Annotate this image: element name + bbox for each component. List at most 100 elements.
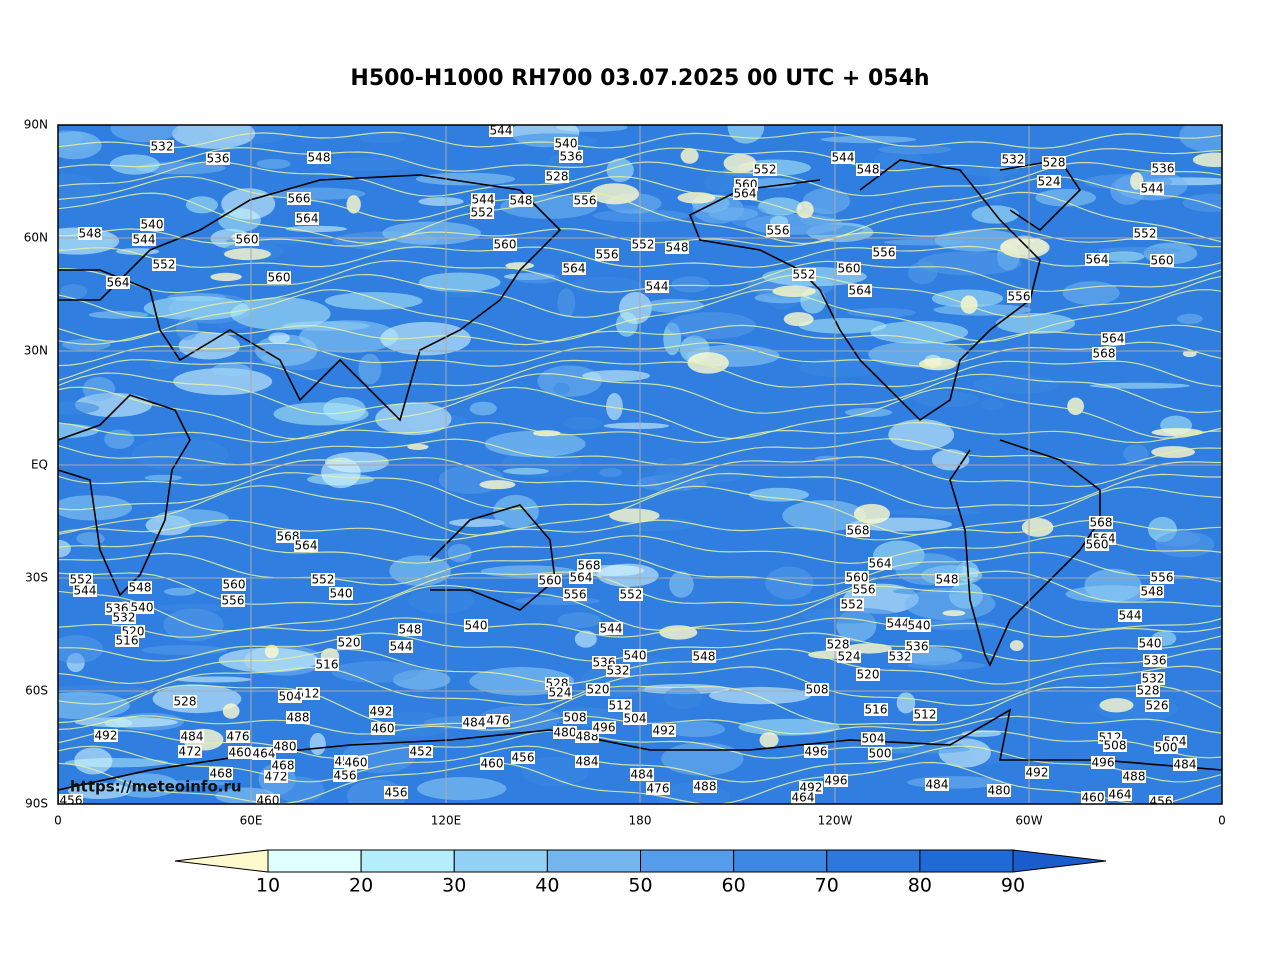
contour-label: 520 [857, 668, 880, 682]
contour-label: 528 [1043, 156, 1066, 170]
contour-label-box [623, 712, 647, 725]
contour-label-box [94, 729, 118, 742]
dry-patch [479, 480, 516, 490]
contour-label: 564 [570, 571, 593, 585]
contour-label-box [1145, 699, 1169, 712]
humidity-patch [324, 292, 423, 310]
contour-label-box [826, 638, 850, 651]
humidity-patch [663, 686, 703, 710]
humidity-patch [74, 717, 178, 728]
contour-label-box [252, 747, 276, 760]
contour-label: 540 [908, 619, 931, 633]
colorbar-tick-label: 40 [535, 875, 559, 897]
humidity-patch [58, 131, 102, 160]
contour-label-box [799, 781, 823, 794]
contour-label-box [286, 711, 310, 724]
contour-label-box [545, 170, 569, 183]
contour-label: 460 [372, 722, 395, 736]
humidity-patch [592, 209, 689, 223]
dry-patch [222, 703, 240, 719]
contour-label: 496 [825, 774, 848, 788]
contour-label-box [150, 140, 174, 153]
contour-label-box [344, 756, 368, 769]
contour-label-box [1150, 254, 1174, 267]
contour-label: 464 [792, 791, 815, 805]
humidity-patch [749, 487, 809, 502]
coastline [58, 174, 562, 422]
contour-label: 540 [1139, 637, 1162, 651]
contour-label: 476 [487, 714, 510, 728]
contour-label-box [886, 617, 910, 630]
humidity-patch [995, 312, 1076, 334]
dry-patch [1021, 518, 1054, 537]
contour-label-box [409, 745, 433, 758]
contour-label: 484 [1174, 758, 1197, 772]
contour-label-box [78, 227, 102, 240]
humidity-patch [798, 318, 887, 334]
contour-label-box [337, 636, 361, 649]
contour-label: 552 [471, 206, 494, 220]
humidity-patch [141, 645, 228, 655]
contour-label-box [935, 573, 959, 586]
contour-label-box [907, 619, 931, 632]
humidity-patch [907, 661, 986, 670]
colorbar-extend-low [174, 849, 269, 873]
contour-label: 488 [694, 780, 717, 794]
map-frame [57, 124, 1223, 805]
colorbar-tick-label: 50 [628, 875, 652, 897]
humidity-patch [749, 177, 798, 189]
contour-label: 512 [609, 699, 632, 713]
contour-label: 524 [838, 650, 861, 664]
contour-label: 512 [914, 708, 937, 722]
dry-patch [783, 312, 814, 327]
contour-label: 544 [390, 640, 413, 654]
contour-label: 456 [512, 751, 535, 765]
contour-label: 560 [846, 571, 869, 585]
contour-label: 492 [370, 705, 393, 719]
humidity-patch [708, 207, 759, 221]
coastline [429, 504, 556, 611]
dry-patch [942, 610, 966, 617]
contour-label-box [59, 794, 83, 804]
contour-label-box [1089, 516, 1113, 529]
contour-label: 496 [1092, 756, 1115, 770]
colorbar-segment [546, 849, 641, 873]
contour-label-box [569, 571, 593, 584]
contour-label-box [228, 746, 252, 759]
contour-label: 528 [174, 695, 197, 709]
contour-label-box [132, 233, 156, 246]
humidity-patch [154, 509, 229, 528]
contour-label-box [112, 611, 136, 624]
contour-label: 480 [554, 726, 577, 740]
contour-label: 548 [666, 241, 689, 255]
contour-label: 452 [410, 745, 433, 759]
contour-label-box [256, 794, 280, 804]
contour-label: 560 [236, 233, 259, 247]
contour-label-box [511, 751, 535, 764]
humidity-patch [418, 197, 464, 206]
contour-label-box [868, 747, 892, 760]
humidity-patch [1050, 666, 1136, 680]
humidity-patch [1035, 188, 1097, 207]
contour-label: 556 [222, 594, 245, 608]
contour-label: 504 [624, 712, 647, 726]
contour-label-box [294, 539, 318, 552]
contour-label-box [152, 258, 176, 271]
contour-label: 552 [754, 163, 777, 177]
contour-label-box [586, 683, 610, 696]
dry-patch [407, 443, 429, 450]
contour-label-box [693, 780, 717, 793]
contour-label-box [630, 768, 654, 781]
humidity-patch [493, 494, 539, 529]
contour-label: 460 [1082, 791, 1105, 805]
humidity-patch [847, 307, 917, 318]
contour-label: 548 [1141, 585, 1164, 599]
contour-label-box [1092, 347, 1116, 360]
contour-label: 532 [1002, 153, 1025, 167]
contour-label: 568 [277, 530, 300, 544]
contour-label: 528 [827, 638, 850, 652]
contour-label-box [1150, 571, 1174, 584]
contour-label-box [652, 724, 676, 737]
humidity-patch [1123, 444, 1149, 464]
